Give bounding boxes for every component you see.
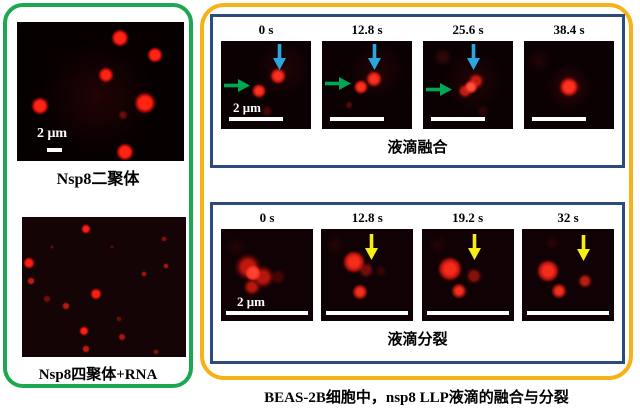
fission-frame-col-1: 0 s 2 μm [221,210,313,321]
fusion-frame-12.8s [322,41,412,129]
time-label: 32 s [557,210,579,225]
scale-bar [426,311,509,315]
scale-bar [47,148,62,152]
fission-frame-col-3: 19.2 s [421,210,514,321]
fission-frame-0s: 2 μm [221,229,313,321]
yellow-arrow-icon [365,234,379,260]
scale-bar [226,311,308,315]
fission-frame-col-4: 32 s [521,210,614,321]
fusion-frame-0s: 2 μm [221,41,311,129]
scale-bar-label: 2 μm [233,100,261,115]
panel-label-nsp8-dimer: Nsp8二聚体 [56,171,140,188]
time-label: 12.8 s [351,210,383,225]
fusion-frame-col-4: 38.4 s [524,22,614,129]
scale-bar [326,311,409,315]
fusion-box: 0 s 2 μm 12.8 s 25.6 s [210,14,625,168]
time-label: 25.6 s [452,22,484,37]
fusion-frame-25.6s [423,41,513,129]
scale-bar [431,117,485,121]
time-label: 0 s [259,210,275,225]
figure-caption: BEAS-2B细胞中，nsp8 LLP液滴的融合与分裂 [264,390,569,406]
panel-label-nsp8-tetramer-rna: Nsp8四聚体+RNA [38,367,158,383]
time-label: 38.4 s [553,22,585,37]
scale-bar-label: 2 μm [237,294,265,309]
yellow-arrow-icon [576,235,590,261]
time-label: 19.2 s [452,210,484,225]
fusion-frame-col-2: 12.8 s [322,22,412,129]
fusion-frame-col-1: 0 s 2 μm [221,22,311,129]
fission-row-label: 液滴分裂 [387,332,448,348]
time-label: 0 s [258,22,274,37]
fission-box: 0 s 2 μm 12.8 s 19.2 s [210,202,625,364]
fusion-frame-38.4s [524,41,614,129]
fission-frame-12.8s [321,229,414,321]
blue-arrow-icon [368,44,381,70]
scale-bar [330,117,384,121]
scale-bar [229,117,283,121]
scale-bar-label: 2 μm [37,126,68,141]
fission-frame-col-2: 12.8 s [321,210,414,321]
fusion-frames: 0 s 2 μm 12.8 s 25.6 s [213,17,622,129]
scale-bar [526,311,609,315]
green-arrow-icon [325,77,351,90]
micrograph-nsp8-tetramer-rna [22,217,186,357]
fission-frame-19.2s [421,229,514,321]
blue-arrow-icon [273,44,286,70]
fusion-frame-col-3: 25.6 s [423,22,513,129]
left-panel: 2 μm Nsp8二聚体 Nsp8四聚体+RNA [3,3,193,388]
time-label: 12.8 s [351,22,383,37]
blue-arrow-icon [467,44,480,70]
scale-bar [532,117,586,121]
fusion-row-label: 液滴融合 [387,140,448,156]
fission-frame-32s [521,229,614,321]
yellow-arrow-icon [467,234,481,260]
green-arrow-icon [426,83,452,96]
fission-frames: 0 s 2 μm 12.8 s 19.2 s [213,205,622,321]
green-arrow-icon [224,79,250,92]
micrograph-nsp8-dimer: 2 μm [17,22,184,161]
